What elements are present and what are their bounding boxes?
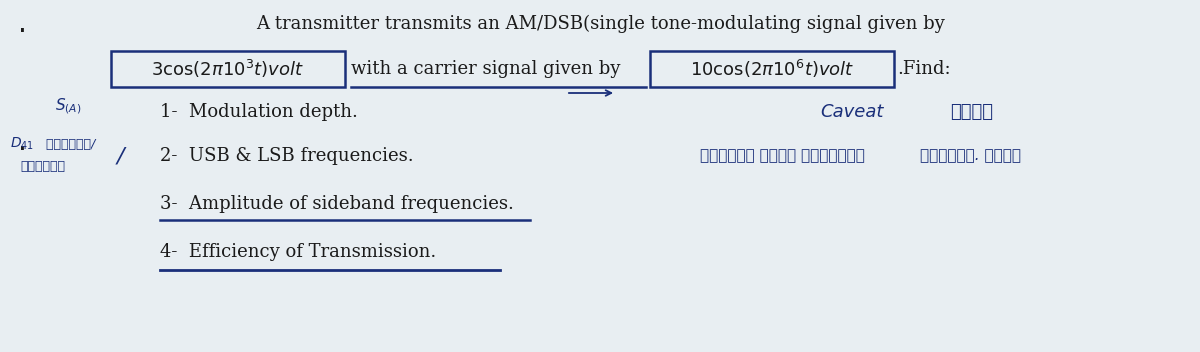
Text: $10\cos(2\pi 10^6t)volt$: $10\cos(2\pi 10^6t)volt$ [690, 58, 854, 80]
Text: .: . [18, 10, 26, 38]
Text: لاتردد. اكبر: لاتردد. اكبر [920, 149, 1021, 163]
Text: /: / [116, 147, 124, 167]
Text: .: . [18, 128, 26, 156]
Text: ترددات اكبر لاصغرها: ترددات اكبر لاصغرها [700, 149, 865, 163]
Text: $3\cos(2\pi 10^3t)volt$: $3\cos(2\pi 10^3t)volt$ [151, 58, 305, 80]
Text: 4-  Efficiency of Transmission.: 4- Efficiency of Transmission. [160, 243, 437, 261]
Text: with a carrier signal given by: with a carrier signal given by [352, 60, 620, 78]
Text: الشبكة: الشبكة [20, 161, 65, 174]
Text: 3-  Amplitude of sideband frequencies.: 3- Amplitude of sideband frequencies. [160, 195, 514, 213]
Text: 1-  Modulation depth.: 1- Modulation depth. [160, 103, 358, 121]
Text: A transmitter transmits an AM/DSB(single tone-modulating signal given by: A transmitter transmits an AM/DSB(single… [256, 15, 944, 33]
Text: Caveat: Caveat [820, 103, 883, 121]
Text: $D_{41}$: $D_{41}$ [10, 136, 34, 152]
Text: كبير: كبير [950, 103, 994, 121]
Text: .Find:: .Find: [898, 60, 950, 78]
Text: $S_{(A)}$: $S_{(A)}$ [55, 96, 82, 116]
Text: النسبة/: النسبة/ [42, 138, 95, 151]
Text: 2-  USB & LSB frequencies.: 2- USB & LSB frequencies. [160, 147, 414, 165]
